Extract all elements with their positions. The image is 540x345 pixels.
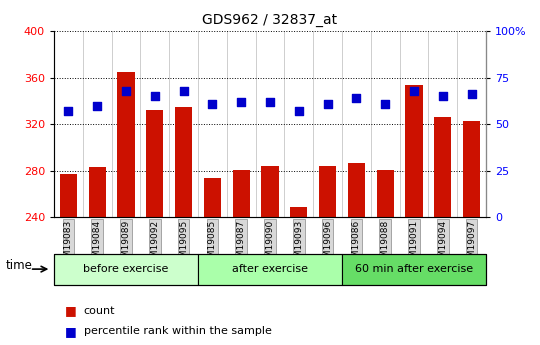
Point — [237, 99, 246, 105]
Bar — [117, 72, 134, 345]
Bar — [204, 178, 221, 345]
Point — [208, 101, 217, 107]
Point — [381, 101, 389, 107]
Text: before exercise: before exercise — [83, 264, 168, 274]
Point — [323, 101, 332, 107]
Point — [93, 103, 102, 108]
Point — [151, 93, 159, 99]
Bar — [348, 162, 365, 345]
Bar — [434, 117, 451, 345]
Bar — [319, 166, 336, 345]
Text: time: time — [5, 259, 32, 272]
Title: GDS962 / 32837_at: GDS962 / 32837_at — [202, 13, 338, 27]
Point — [294, 108, 303, 114]
Point — [64, 108, 73, 114]
Point — [438, 93, 447, 99]
Text: count: count — [84, 306, 115, 315]
Point — [266, 99, 274, 105]
Bar — [261, 166, 279, 345]
Point — [410, 88, 418, 93]
Point — [179, 88, 188, 93]
Text: ■: ■ — [65, 304, 77, 317]
Bar — [463, 121, 480, 345]
Point — [122, 88, 130, 93]
Text: percentile rank within the sample: percentile rank within the sample — [84, 326, 272, 336]
Bar — [290, 207, 307, 345]
Bar — [89, 167, 106, 345]
Point — [467, 92, 476, 97]
Bar — [146, 110, 164, 345]
Text: after exercise: after exercise — [232, 264, 308, 274]
Point — [352, 95, 361, 101]
Bar — [233, 170, 250, 345]
Bar — [376, 170, 394, 345]
Text: 60 min after exercise: 60 min after exercise — [355, 264, 473, 274]
Bar — [60, 174, 77, 345]
Bar — [175, 107, 192, 345]
Text: ■: ■ — [65, 325, 77, 338]
Bar — [406, 85, 423, 345]
